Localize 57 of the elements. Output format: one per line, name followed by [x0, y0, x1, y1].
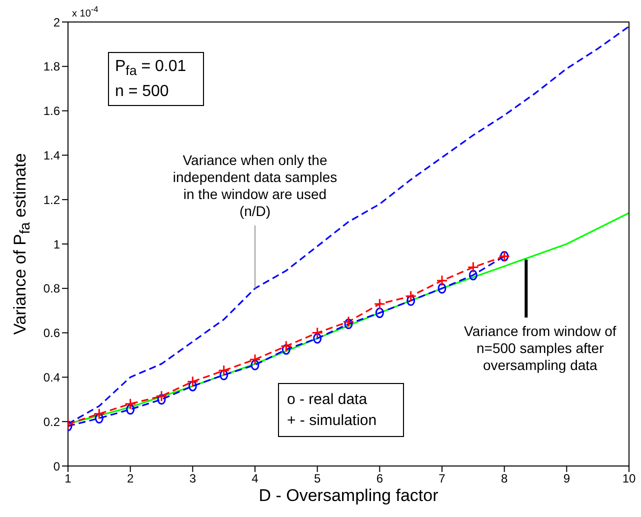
point	[406, 295, 416, 306]
point	[374, 298, 386, 310]
point	[436, 274, 448, 286]
x-tick-label: 10	[622, 472, 636, 486]
text-box: P$_{fa}$ = 0.01 n = 500	[108, 52, 204, 106]
point	[375, 308, 384, 318]
point	[156, 390, 168, 402]
point	[282, 344, 290, 355]
y-tick-label: 1.6	[43, 104, 60, 118]
annotation: n = 500	[115, 82, 170, 102]
annotation: o - real data	[287, 390, 368, 410]
point	[405, 290, 417, 302]
point	[124, 398, 136, 410]
y-tick-label: 0.6	[43, 326, 60, 340]
point	[93, 408, 105, 420]
y-tick-label: 1.8	[43, 60, 60, 74]
point	[250, 360, 260, 370]
x-tick-label: 8	[500, 472, 508, 486]
point	[126, 404, 135, 415]
y-tick-label: 0	[53, 459, 60, 474]
y-tick-label: 0.8	[43, 282, 60, 296]
x-tick-label: 4	[252, 472, 259, 486]
point	[312, 327, 324, 339]
point	[186, 376, 198, 388]
point	[342, 316, 354, 328]
x-tick-label: 7	[438, 472, 446, 486]
y-tick-label: 1	[53, 237, 60, 252]
x-tick-label: 9	[563, 472, 570, 486]
x-axis-title: D - Oversampling factor	[258, 486, 438, 506]
key-box: o - real data + - simulation	[278, 383, 404, 437]
point	[188, 380, 197, 392]
point	[468, 270, 478, 280]
point	[94, 413, 104, 424]
text: x 10$^{-4}$	[72, 4, 98, 20]
point	[249, 354, 261, 366]
point	[438, 283, 446, 294]
point	[218, 364, 230, 376]
point	[313, 333, 322, 344]
x-tick-label: 1	[64, 472, 72, 486]
y-tick-label: 1.2	[43, 192, 60, 207]
x-tick-label: 3	[189, 472, 196, 486]
point	[280, 340, 292, 352]
annotation: Variance when only the independent data samples in the window are used (n/D)	[172, 152, 338, 220]
x-tick-label: 5	[314, 472, 321, 486]
y-tick-label: 0.4	[43, 370, 60, 384]
y-tick-label: 0.2	[43, 414, 60, 429]
annotation: Variance from window of n=500 samples after oversampling data	[463, 322, 618, 374]
annotation: P$_{fa}$ = 0.01	[115, 57, 188, 80]
x-tick-label: 6	[376, 472, 384, 486]
annotation: + - simulation	[287, 411, 378, 431]
x-tick-label: 2	[126, 472, 134, 486]
point	[344, 318, 353, 330]
point	[157, 394, 166, 405]
y-tick-label: 1.4	[43, 148, 60, 162]
point	[220, 370, 228, 380]
y-tick-label: 2	[53, 15, 60, 30]
point	[467, 262, 479, 274]
